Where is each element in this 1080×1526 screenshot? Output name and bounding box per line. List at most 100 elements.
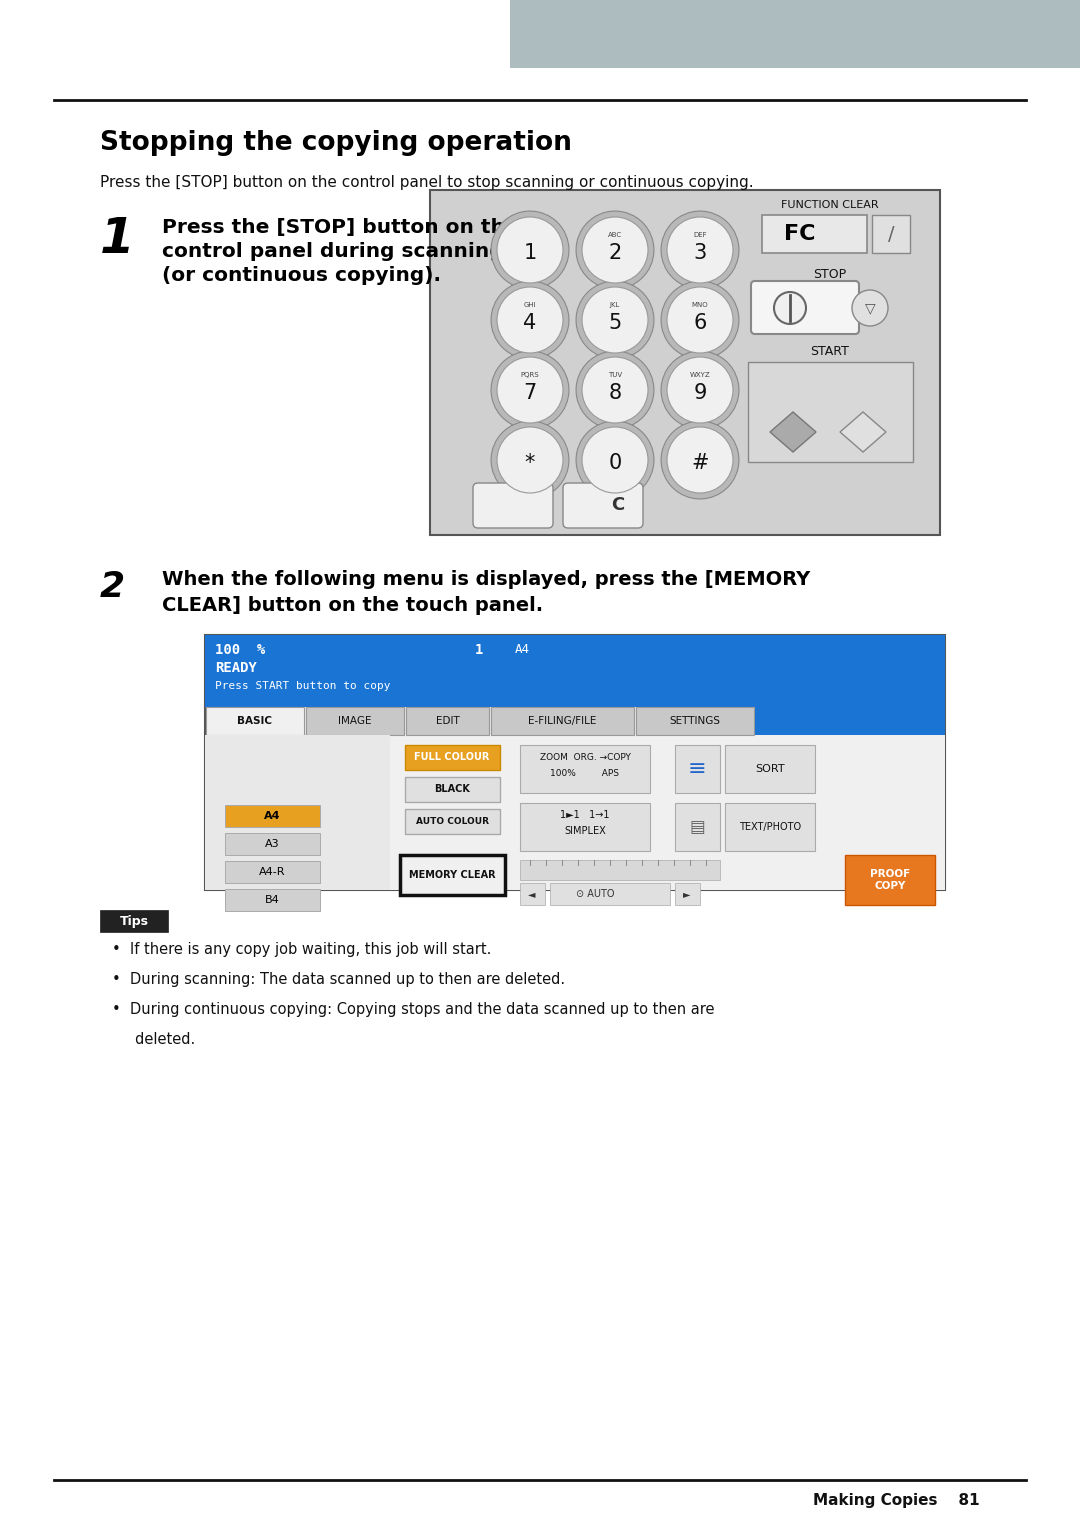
Text: (or continuous copying).: (or continuous copying). [162, 266, 441, 285]
Text: START: START [811, 345, 850, 359]
Text: Press START button to copy: Press START button to copy [215, 681, 391, 691]
Bar [550, 884, 670, 905]
Circle shape [582, 357, 648, 423]
Circle shape [497, 427, 563, 493]
Text: FUNCTION CLEAR: FUNCTION CLEAR [781, 200, 879, 211]
Circle shape [491, 211, 569, 288]
Bar [225, 861, 320, 884]
Text: ≡: ≡ [688, 758, 706, 778]
Text: STOP: STOP [813, 269, 847, 281]
Text: When the following menu is displayed, press the [MEMORY: When the following menu is displayed, pr… [162, 571, 810, 589]
FancyBboxPatch shape [751, 281, 859, 334]
Circle shape [497, 217, 563, 282]
Polygon shape [840, 412, 886, 452]
Text: A4: A4 [264, 810, 280, 821]
Bar [205, 635, 945, 707]
Text: *: * [525, 453, 536, 473]
Bar [205, 635, 945, 890]
Text: ◄: ◄ [528, 890, 536, 899]
Bar [845, 855, 935, 905]
Circle shape [661, 211, 739, 288]
Bar [675, 884, 700, 905]
Text: •  During scanning: The data scanned up to then are deleted.: • During scanning: The data scanned up t… [112, 972, 565, 987]
Text: 100%         APS: 100% APS [551, 769, 620, 778]
Bar [519, 803, 650, 852]
Text: E-FILING/FILE: E-FILING/FILE [528, 716, 596, 726]
Bar [406, 707, 489, 736]
Text: Making Copies    81: Making Copies 81 [813, 1492, 980, 1508]
FancyBboxPatch shape [563, 484, 643, 528]
Text: MEMORY CLEAR: MEMORY CLEAR [408, 870, 496, 881]
Bar [675, 745, 720, 794]
Text: IMAGE: IMAGE [338, 716, 372, 726]
Text: ▽: ▽ [865, 301, 875, 314]
Bar [755, 707, 945, 736]
Text: 100  %: 100 % [215, 642, 266, 658]
Circle shape [582, 287, 648, 353]
Bar [748, 362, 913, 462]
Text: AUTO COLOUR: AUTO COLOUR [416, 816, 488, 826]
Text: A4-R: A4-R [259, 867, 285, 877]
Circle shape [497, 287, 563, 353]
Text: CLEAR] button on the touch panel.: CLEAR] button on the touch panel. [162, 597, 543, 615]
Bar [100, 909, 168, 932]
Bar [519, 884, 545, 905]
Text: PQRS: PQRS [521, 372, 539, 378]
Text: BASIC: BASIC [238, 716, 272, 726]
Bar [225, 890, 320, 911]
Text: SORT: SORT [755, 765, 785, 774]
Text: MNO: MNO [691, 302, 708, 308]
Text: Press the [STOP] button on the: Press the [STOP] button on the [162, 218, 518, 237]
Circle shape [497, 357, 563, 423]
Text: /: / [888, 224, 894, 244]
Text: BLACK: BLACK [434, 784, 470, 794]
Circle shape [852, 290, 888, 327]
Text: WXYZ: WXYZ [690, 372, 711, 378]
Text: GHI: GHI [524, 302, 537, 308]
Text: •  During continuous copying: Copying stops and the data scanned up to then are: • During continuous copying: Copying sto… [112, 1003, 715, 1016]
Bar [491, 707, 634, 736]
Text: SIMPLEX: SIMPLEX [564, 826, 606, 836]
Bar [430, 191, 940, 536]
Bar [405, 777, 500, 803]
Text: control panel during scanning: control panel during scanning [162, 243, 503, 261]
Bar [675, 803, 720, 852]
Text: FULL COLOUR: FULL COLOUR [415, 752, 489, 761]
Bar [225, 806, 320, 827]
Text: TUV: TUV [608, 372, 622, 378]
Text: Tips: Tips [120, 914, 149, 928]
Text: 0: 0 [608, 453, 622, 473]
Text: ABC: ABC [608, 232, 622, 238]
Text: 8: 8 [608, 383, 622, 403]
Text: READY: READY [215, 661, 257, 674]
Bar [636, 707, 754, 736]
Text: 1►1   1→1: 1►1 1→1 [561, 810, 610, 819]
Circle shape [582, 427, 648, 493]
Text: DEF: DEF [693, 232, 706, 238]
Bar [400, 855, 505, 896]
Text: EDIT: EDIT [435, 716, 459, 726]
Circle shape [661, 351, 739, 429]
Text: PROOF
COPY: PROOF COPY [869, 870, 910, 891]
Text: JKL: JKL [610, 302, 620, 308]
Circle shape [667, 287, 733, 353]
Text: 5: 5 [608, 313, 622, 333]
Circle shape [576, 281, 654, 359]
Text: ZOOM  ORG. →COPY: ZOOM ORG. →COPY [540, 752, 631, 761]
Circle shape [576, 351, 654, 429]
Text: Press the [STOP] button on the control panel to stop scanning or continuous copy: Press the [STOP] button on the control p… [100, 175, 754, 191]
Text: 2: 2 [608, 243, 622, 264]
Circle shape [667, 427, 733, 493]
Text: 1: 1 [475, 642, 484, 658]
Text: A4: A4 [515, 642, 530, 656]
Text: ►: ► [684, 890, 691, 899]
Polygon shape [770, 412, 816, 452]
Text: 6: 6 [693, 313, 706, 333]
Text: •  If there is any copy job waiting, this job will start.: • If there is any copy job waiting, this… [112, 942, 491, 957]
Circle shape [491, 351, 569, 429]
Bar [405, 745, 500, 771]
Bar [405, 809, 500, 835]
Text: FC: FC [784, 224, 815, 244]
Bar [205, 736, 945, 890]
Bar [225, 833, 320, 855]
